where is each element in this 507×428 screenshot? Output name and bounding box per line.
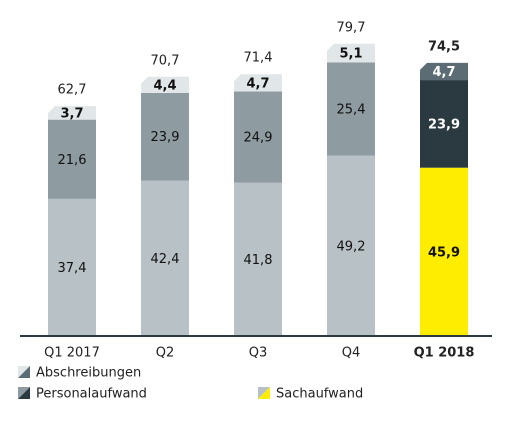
x-tick-label: Q2 xyxy=(156,346,175,361)
legend-label: Personalaufwand xyxy=(36,387,147,402)
total-label: 70,7 xyxy=(151,53,180,68)
value-label: 4,7 xyxy=(246,76,269,91)
bar-segment xyxy=(420,62,468,81)
value-label: 41,8 xyxy=(244,253,273,268)
bar-segment xyxy=(48,198,96,336)
legend-icon xyxy=(18,366,30,378)
x-tick-label: Q3 xyxy=(249,346,268,361)
bar-segment xyxy=(327,155,375,336)
bar-segment xyxy=(327,43,375,63)
value-label: 5,1 xyxy=(339,47,362,62)
value-label: 3,7 xyxy=(60,106,83,121)
value-label: 23,9 xyxy=(428,117,460,132)
value-label: 23,9 xyxy=(151,130,180,145)
value-label: 37,4 xyxy=(58,261,87,276)
value-label: 45,9 xyxy=(428,245,460,260)
total-label: 62,7 xyxy=(58,83,87,98)
x-tick-label: Q4 xyxy=(342,346,361,361)
legend-label: Abschreibungen xyxy=(36,366,141,381)
legend-icon xyxy=(258,387,270,399)
total-label: 74,5 xyxy=(428,39,460,54)
legend-icon xyxy=(18,387,30,399)
total-label: 79,7 xyxy=(337,20,366,35)
bar-segment xyxy=(48,106,96,120)
bar-segment xyxy=(420,167,468,336)
bar-segment xyxy=(234,182,282,336)
bar-segment xyxy=(141,76,189,93)
value-label: 49,2 xyxy=(337,239,366,254)
bar-segment xyxy=(234,91,282,183)
bar-segment xyxy=(141,180,189,336)
x-tick-label: Q1 2018 xyxy=(414,346,475,361)
bar-segment xyxy=(141,92,189,181)
bar-segment xyxy=(234,74,282,92)
value-label: 4,7 xyxy=(432,65,455,80)
value-label: 24,9 xyxy=(244,131,273,146)
bar-segment xyxy=(420,80,468,168)
total-label: 71,4 xyxy=(244,51,273,66)
value-label: 21,6 xyxy=(58,153,87,168)
x-tick-label: Q1 2017 xyxy=(44,346,100,361)
value-label: 25,4 xyxy=(337,103,366,118)
legend-label: Sachaufwand xyxy=(276,387,363,402)
value-label: 42,4 xyxy=(151,252,180,267)
bar-segment xyxy=(327,62,375,156)
value-label: 4,4 xyxy=(153,78,176,93)
bar-segment xyxy=(48,119,96,199)
